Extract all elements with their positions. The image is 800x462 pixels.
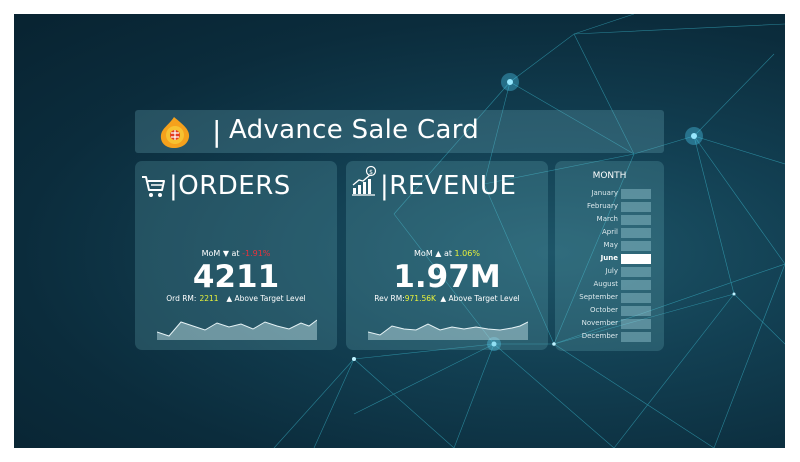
title-bar: | Advance Sale Card — [135, 110, 664, 153]
orders-mom: MoM ▼ at -1.91% — [135, 249, 337, 258]
orders-title: |ORDERS — [169, 171, 291, 201]
orders-total: 4211 — [192, 259, 280, 295]
month-slicer: MONTH January February March April May June Ju… — [555, 161, 664, 351]
month-option-february[interactable]: February — [555, 201, 664, 214]
revenue-mom: MoM ▲ at 1.06% — [346, 249, 548, 258]
month-label: September — [579, 293, 618, 301]
month-label: January — [591, 189, 618, 197]
month-label: November — [581, 319, 618, 327]
month-option-may[interactable]: May — [555, 240, 664, 253]
revenue-target-row: Rev RM:971.56K ▲ Above Target Level — [346, 294, 548, 303]
revenue-total: 1.97M — [393, 259, 501, 295]
month-option-september[interactable]: September — [555, 292, 664, 305]
month-selector-bar[interactable] — [621, 280, 651, 290]
month-option-april[interactable]: April — [555, 227, 664, 240]
month-selector-bar[interactable] — [621, 306, 651, 316]
month-selector-bar[interactable] — [621, 189, 651, 199]
month-option-november[interactable]: November — [555, 318, 664, 331]
month-label: August — [593, 280, 619, 288]
revenue-target-label: Rev RM: — [374, 294, 405, 303]
month-option-june[interactable]: June — [555, 253, 664, 266]
revenue-target-value: 971.56K — [404, 294, 436, 303]
revenue-title: |REVENUE — [380, 171, 517, 201]
orders-mom-value: -1.91% — [242, 249, 271, 258]
month-selector-bar[interactable] — [621, 254, 651, 264]
orders-target-label: Ord RM: — [166, 294, 197, 303]
month-selector-bar[interactable] — [621, 319, 651, 329]
revenue-chart-icon: $ — [352, 165, 377, 196]
month-option-october[interactable]: October — [555, 305, 664, 318]
month-selector-bar[interactable] — [621, 241, 651, 251]
revenue-card: $ |REVENUE MoM ▲ at 1.06% 1.97M Rev RM:9… — [346, 161, 548, 350]
month-selector-bar[interactable] — [621, 332, 651, 342]
month-selector-bar[interactable] — [621, 202, 651, 212]
month-label: July — [605, 267, 618, 275]
month-label: June — [600, 254, 618, 262]
orders-target-status: ▲ Above Target Level — [226, 294, 306, 303]
orders-sparkline — [157, 319, 317, 340]
network-background — [273, 14, 785, 448]
month-option-march[interactable]: March — [555, 214, 664, 227]
month-option-december[interactable]: December — [555, 331, 664, 344]
month-option-august[interactable]: August — [555, 279, 664, 292]
month-label: May — [603, 241, 618, 249]
month-selector-bar[interactable] — [621, 267, 651, 277]
logo-icon — [160, 117, 190, 148]
month-label: October — [589, 306, 618, 314]
svg-text:$: $ — [369, 169, 373, 176]
month-option-january[interactable]: January — [555, 188, 664, 201]
orders-target-value: 2211 — [199, 294, 219, 303]
month-slicer-title: MONTH — [592, 171, 627, 181]
page-title: Advance Sale Card — [229, 115, 480, 145]
revenue-mom-label: MoM ▲ at — [414, 249, 452, 258]
title-separator: | — [212, 115, 222, 148]
orders-mom-label: MoM ▼ at — [201, 249, 240, 258]
revenue-mom-value: 1.06% — [454, 249, 480, 258]
month-selector-bar[interactable] — [621, 228, 651, 238]
month-label: February — [586, 202, 618, 210]
cart-icon — [142, 176, 165, 197]
month-label: April — [602, 228, 618, 236]
orders-target-row: Ord RM: 2211 ▲ Above Target Level — [135, 294, 337, 303]
month-label: March — [596, 215, 618, 223]
dashboard-canvas: | Advance Sale Card |ORDERS MoM ▼ at -1.… — [14, 14, 785, 448]
month-option-july[interactable]: July — [555, 266, 664, 279]
month-label: December — [581, 332, 618, 340]
month-selector-bar[interactable] — [621, 293, 651, 303]
revenue-sparkline — [368, 321, 528, 340]
orders-card: |ORDERS MoM ▼ at -1.91% 4211 Ord RM: 2211… — [135, 161, 337, 350]
month-selector-bar[interactable] — [621, 215, 651, 225]
revenue-target-status: ▲ Above Target Level — [440, 294, 520, 303]
